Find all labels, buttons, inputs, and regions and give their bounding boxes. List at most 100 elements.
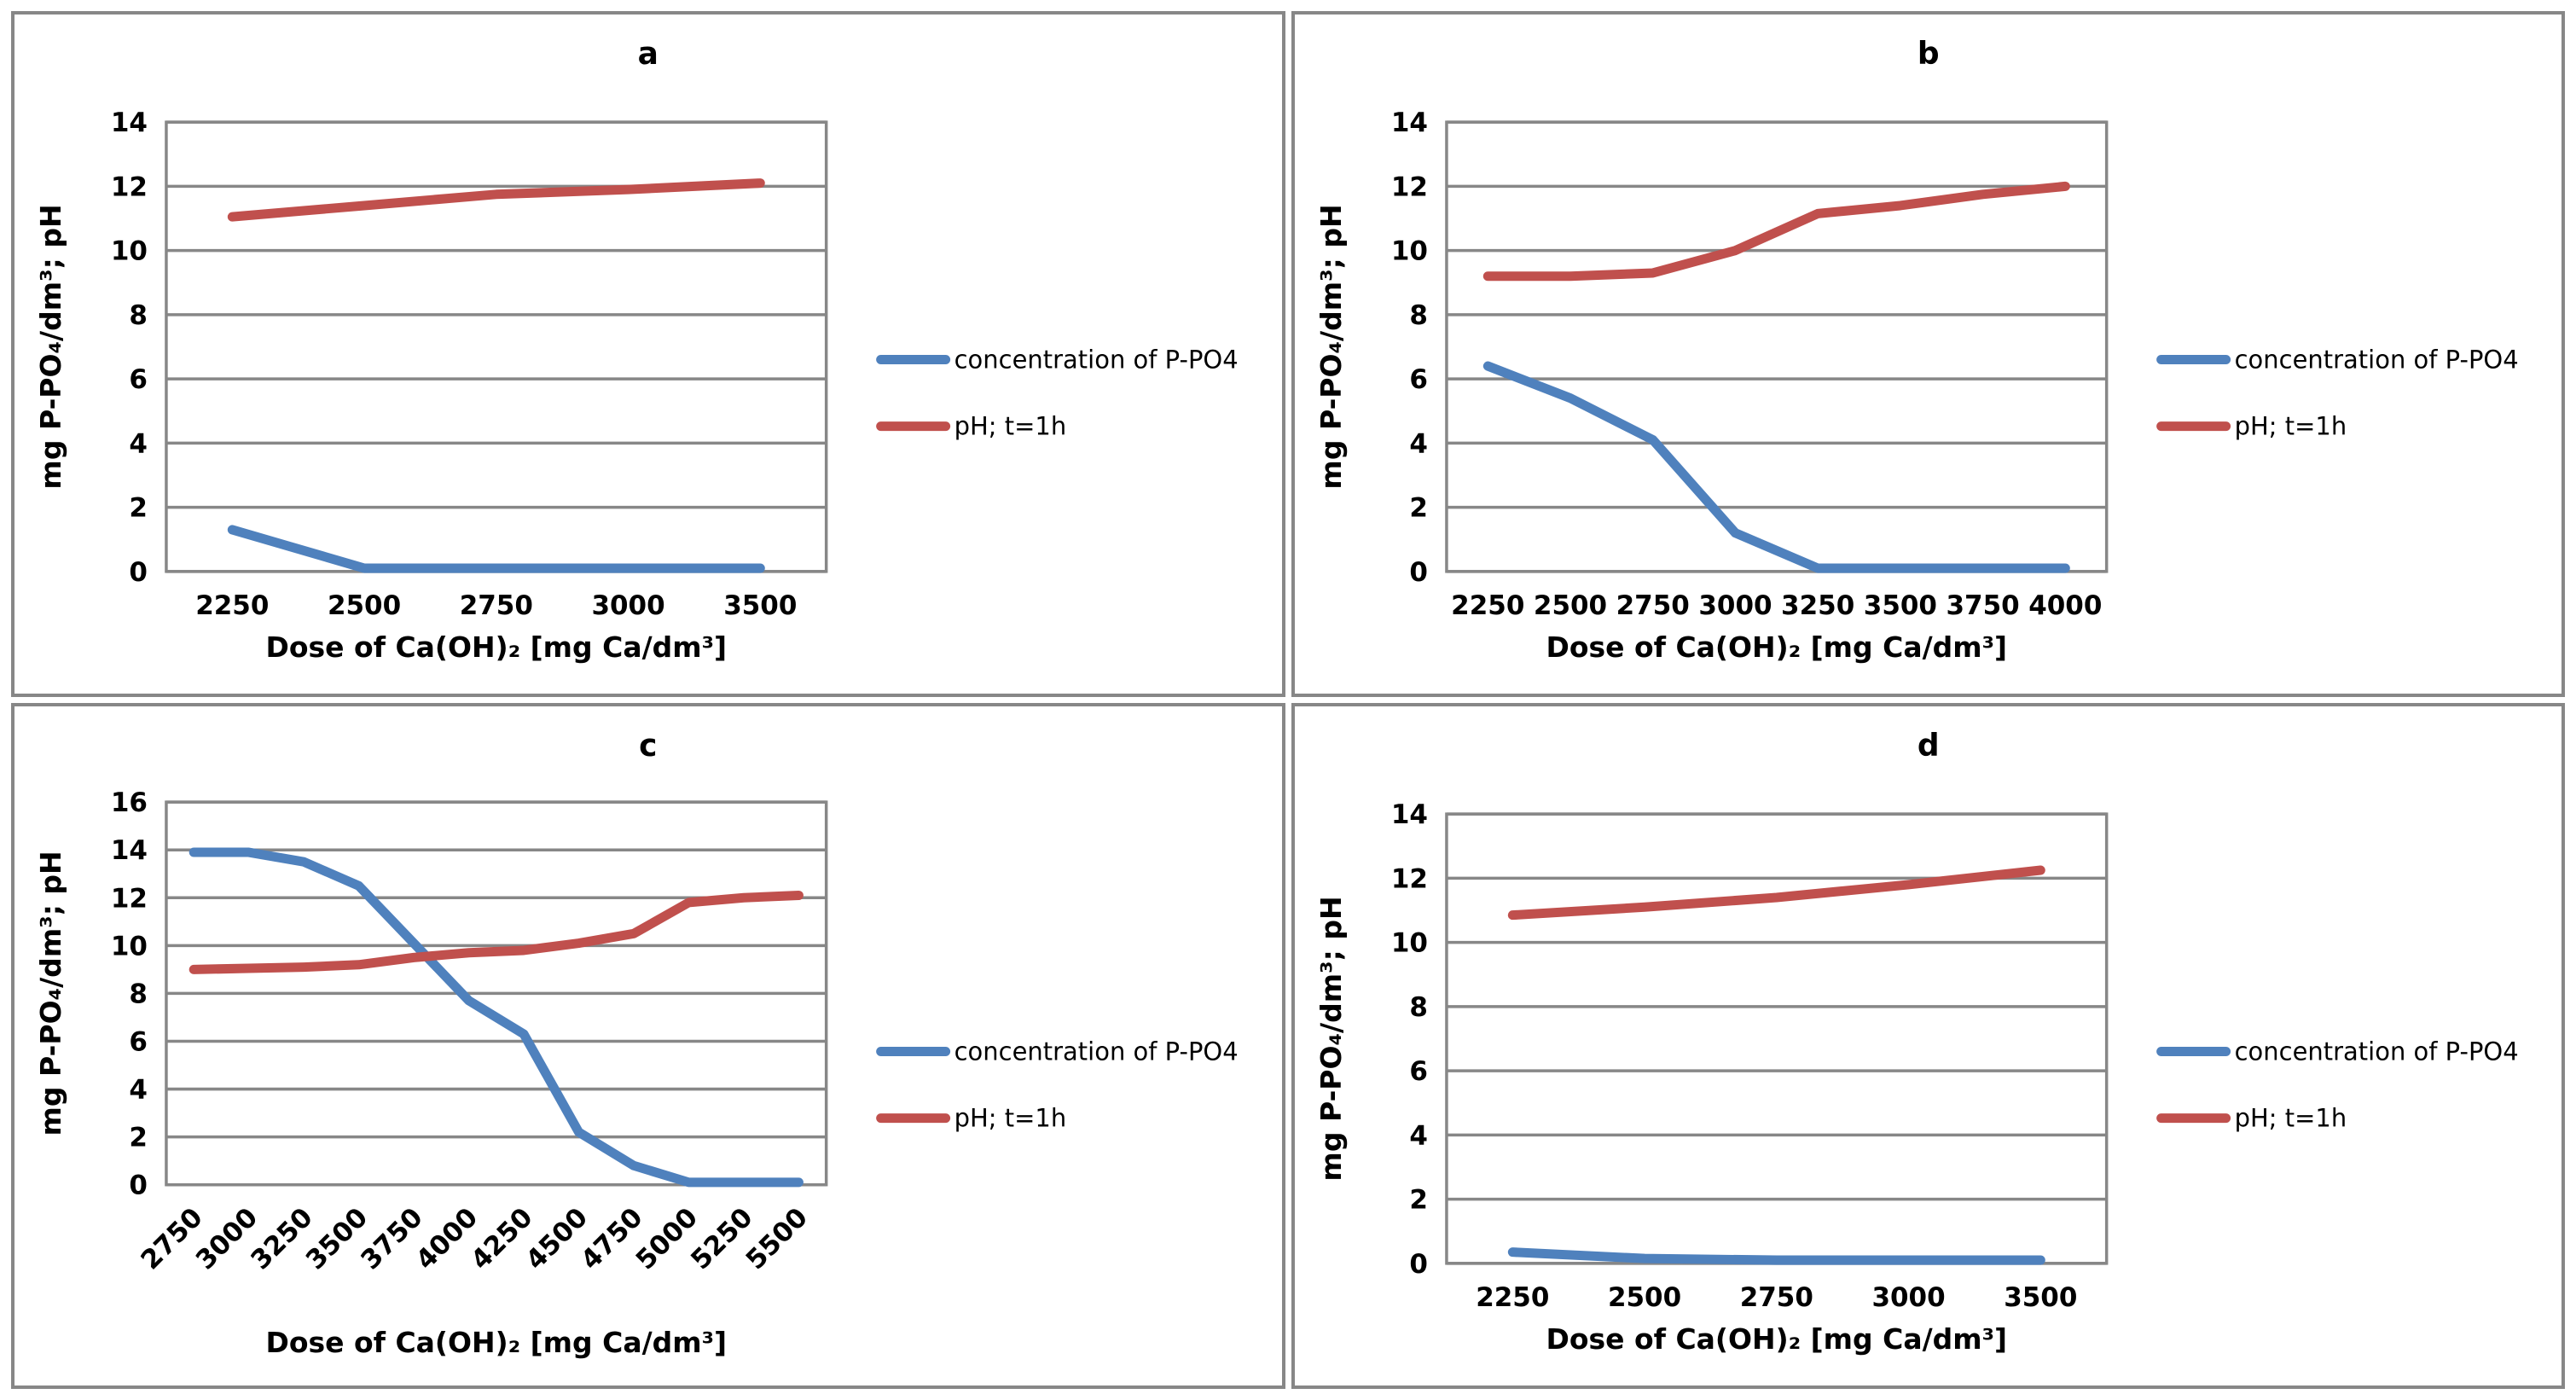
y-axis-title: mg P-PO₄/dm³; pH [34, 204, 67, 489]
y-tick-label: 8 [1409, 300, 1428, 331]
legend-label: concentration of P-PO4 [2234, 1037, 2518, 1066]
x-tick-label: 3250 [1781, 590, 1854, 621]
y-tick-label: 12 [1390, 171, 1427, 202]
panel-d: 0 2 4 6 8 10 12 14 2250 2500 2750 3000 3500 Dose of C… [1291, 703, 2565, 1389]
y-tick-label: 14 [111, 835, 148, 866]
legend-item: pH; t=1h [2155, 412, 2347, 441]
y-tick-label: 14 [1390, 799, 1427, 830]
y-tick-label: 6 [129, 1026, 148, 1057]
y-tick-label: 12 [111, 171, 148, 202]
chart-c: 0 2 4 6 8 10 12 14 16 275030003250350037504000425… [34, 729, 1239, 1359]
legend-label: concentration of P-PO4 [2234, 345, 2518, 374]
x-tick-label: 2750 [135, 1202, 208, 1276]
y-tick-label: 6 [1409, 364, 1428, 395]
y-tick-label: 8 [129, 300, 148, 331]
concentration-line [1482, 361, 2070, 573]
x-tick-label: 2750 [1739, 1282, 1813, 1313]
panel-title: c [639, 729, 657, 764]
y-axis-title: mg P-PO₄/dm³; pH [1314, 204, 1348, 489]
y-tick-label: 16 [111, 787, 148, 818]
x-tick-label: 3750 [355, 1202, 428, 1276]
legend-label: pH; t=1h [2234, 412, 2347, 441]
panel-c: 0 2 4 6 8 10 12 14 16 2750 3000 3250 3500 3750 4000 425… [11, 703, 1285, 1389]
y-tick-label: 14 [1390, 107, 1427, 138]
legend: concentration of P-PO4 pH; t=1h [876, 1037, 1239, 1133]
x-tick-label: 3750 [1946, 590, 2019, 621]
x-tick-label: 5000 [630, 1202, 704, 1276]
panel-title: b [1917, 37, 1939, 72]
x-tick-label: 3000 [1698, 590, 1772, 621]
y-tick-label: 6 [1409, 1056, 1428, 1087]
legend-item: concentration of P-PO4 [2155, 345, 2518, 375]
y-tick-label: 4 [1409, 1120, 1428, 1151]
x-tick-label: 2750 [1616, 590, 1689, 621]
x-tick-label: 4000 [410, 1202, 484, 1276]
legend-item: pH; t=1h [876, 1104, 1067, 1133]
x-tick-label: 5250 [685, 1202, 758, 1276]
x-tick-label: 2250 [1451, 590, 1524, 621]
y-tick-label: 4 [129, 428, 148, 459]
legend-item: pH; t=1h [876, 412, 1066, 441]
ph-line [1482, 181, 2070, 282]
y-tick-label: 10 [1390, 928, 1427, 959]
x-tick-label: 4750 [575, 1202, 648, 1276]
legend: concentration of P-PO4 pH; t=1h [2155, 1037, 2518, 1133]
x-tick-label: 2500 [328, 590, 401, 621]
x-tick-label: 4250 [465, 1202, 538, 1276]
x-axis-title: Dose of Ca(OH)₂ [mg Ca/dm³] [1546, 1322, 2007, 1356]
y-tick-label: 0 [1409, 557, 1428, 588]
concentration-line [227, 525, 765, 573]
x-tick-label: 3000 [1871, 1282, 1945, 1313]
x-tick-label: 2500 [1607, 1282, 1680, 1313]
concentration-line [1507, 1247, 2045, 1265]
x-tick-label: 4500 [520, 1202, 594, 1276]
x-tick-label: 3500 [300, 1202, 374, 1276]
y-tick-label: 4 [129, 1075, 148, 1106]
panel-title: d [1917, 729, 1939, 764]
legend-item: concentration of P-PO4 [2155, 1037, 2518, 1066]
y-tick-label: 8 [129, 979, 148, 1009]
x-tick-label: 3000 [190, 1202, 264, 1276]
plot-border [1444, 812, 2108, 1265]
y-tick-label: 4 [1409, 428, 1428, 459]
legend: concentration of P-PO4 pH; t=1h [2155, 345, 2518, 441]
x-axis-title: Dose of Ca(OH)₂ [mg Ca/dm³] [266, 1326, 728, 1359]
panel-title: a [638, 37, 659, 72]
x-axis-title: Dose of Ca(OH)₂ [mg Ca/dm³] [266, 630, 728, 664]
ph-line [227, 178, 765, 222]
x-tick-label: 4000 [2028, 590, 2102, 621]
plot-border [1444, 120, 2108, 573]
y-tick-label: 12 [111, 883, 148, 914]
x-tick-label: 3250 [245, 1202, 318, 1276]
legend-label: pH; t=1h [954, 1104, 1067, 1133]
x-tick-label: 3500 [2004, 1282, 2077, 1313]
ph-line [1507, 865, 2045, 921]
concentration-line [189, 847, 804, 1188]
chart-d: 0 2 4 6 8 10 12 14 2250 2500 2750 3000 3500 Dose of C… [1314, 729, 2519, 1356]
ph-line [189, 890, 804, 974]
legend-label: concentration of P-PO4 [954, 1037, 1239, 1066]
legend-label: pH; t=1h [2234, 1104, 2347, 1133]
y-tick-label: 2 [129, 493, 148, 524]
y-tick-label: 0 [129, 1171, 148, 1201]
y-tick-label: 10 [1390, 236, 1427, 267]
x-axis-title: Dose of Ca(OH)₂ [mg Ca/dm³] [1546, 630, 2007, 664]
y-tick-label: 10 [111, 236, 148, 267]
legend-item: pH; t=1h [2155, 1104, 2347, 1133]
x-tick-label: 2750 [460, 590, 533, 621]
y-tick-label: 2 [1409, 1185, 1428, 1216]
legend-label: concentration of P-PO4 [954, 345, 1239, 374]
x-tick-label: 5500 [740, 1202, 814, 1276]
x-tick-label: 3500 [723, 590, 797, 621]
legend-item: concentration of P-PO4 [876, 1037, 1239, 1066]
y-tick-label: 0 [1409, 1249, 1428, 1280]
chart-a: 0 2 4 6 8 10 12 14 2250 2500 2750 3000 3500 Dose of C… [34, 37, 1239, 664]
y-tick-label: 6 [129, 364, 148, 395]
panel-b: 0 2 4 6 8 10 12 14 2250 2500 2750 3000 3250 3500 3750 4… [1291, 11, 2565, 697]
y-tick-label: 14 [111, 107, 148, 138]
legend: concentration of P-PO4 pH; t=1h [876, 345, 1239, 441]
x-tick-label: 2250 [195, 590, 269, 621]
y-tick-label: 10 [111, 931, 148, 961]
x-tick-label: 2250 [1476, 1282, 1549, 1313]
